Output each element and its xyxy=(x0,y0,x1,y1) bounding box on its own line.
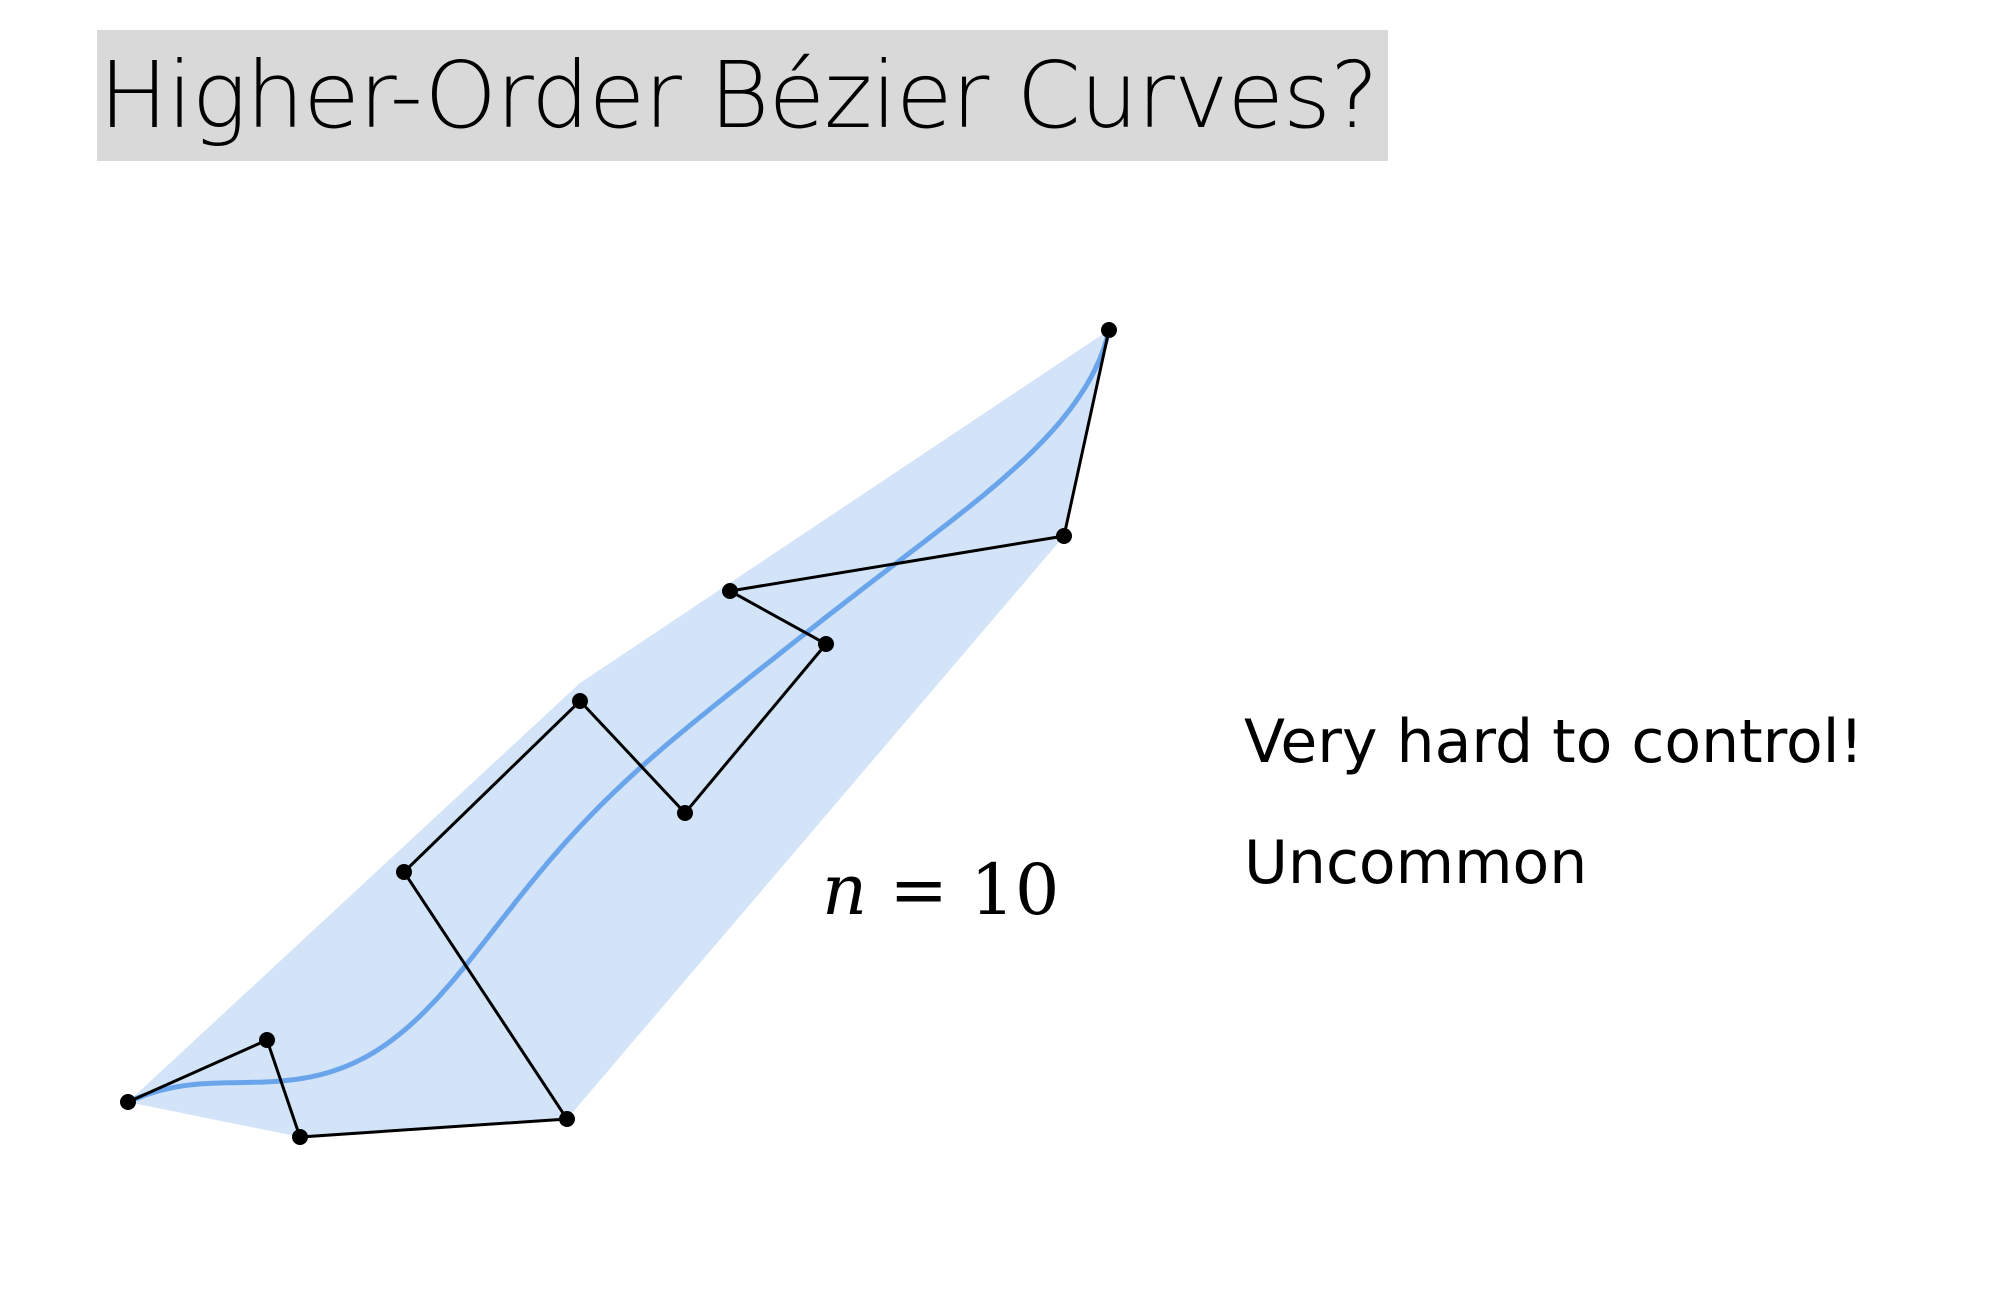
degree-value: 10 xyxy=(970,849,1060,931)
convex-hull xyxy=(128,330,1109,1137)
degree-label: n = 10 xyxy=(822,848,1059,932)
control-point xyxy=(677,805,693,821)
control-point xyxy=(396,864,412,880)
control-point xyxy=(1101,322,1117,338)
control-point xyxy=(572,693,588,709)
degree-operator: = xyxy=(889,849,949,931)
degree-variable: n xyxy=(822,849,868,931)
control-point xyxy=(818,636,834,652)
control-points xyxy=(120,322,1117,1145)
slide-title: Higher-Order Bézier Curves? xyxy=(97,30,1388,161)
bezier-curve xyxy=(125,327,1112,1105)
control-point xyxy=(722,583,738,599)
note-uncommon: Uncommon xyxy=(1244,828,1588,898)
control-point xyxy=(1056,528,1072,544)
note-hard-to-control: Very hard to control! xyxy=(1244,707,1864,777)
control-point xyxy=(259,1032,275,1048)
control-point xyxy=(559,1111,575,1127)
control-point xyxy=(292,1129,308,1145)
control-point xyxy=(120,1094,136,1110)
